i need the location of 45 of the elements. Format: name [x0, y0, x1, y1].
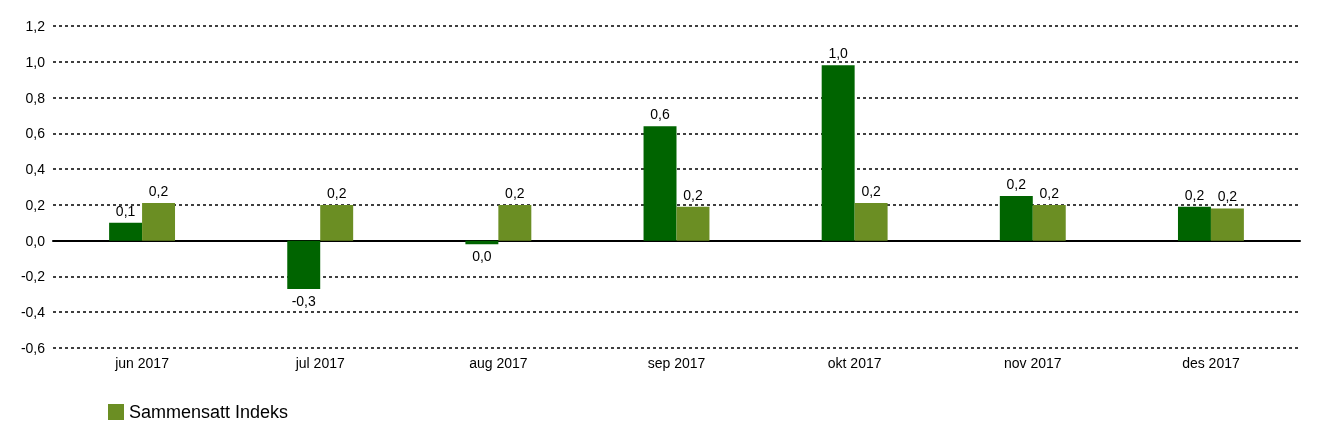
bar [1210, 208, 1244, 241]
bar [821, 65, 855, 241]
data-label: 0,0 [472, 248, 492, 265]
y-tick-label: -0,2 [20, 268, 46, 285]
y-tick-label: 1,2 [25, 18, 46, 34]
data-label: 0,1 [115, 202, 136, 219]
bar [320, 204, 354, 241]
bar [1177, 206, 1211, 241]
legend-label: Sammensatt Indeks [129, 402, 289, 422]
x-tick-label: okt 2017 [827, 355, 882, 371]
x-tick-label: aug 2017 [469, 355, 528, 371]
bar [498, 204, 532, 241]
bar [1032, 204, 1066, 241]
x-tick-label: jul 2017 [294, 355, 345, 371]
x-tick-label: sep 2017 [647, 355, 706, 371]
x-tick-label: des 2017 [1182, 355, 1240, 371]
bar [109, 222, 143, 241]
data-label: 0,2 [148, 183, 169, 200]
bar [643, 126, 677, 241]
data-label: 0,2 [1006, 175, 1027, 192]
y-tick-label: 0,4 [25, 161, 46, 178]
bar [999, 195, 1033, 241]
bar [854, 203, 888, 241]
data-label: 0,2 [683, 186, 703, 203]
y-tick-label: 0,6 [25, 125, 46, 142]
data-label: 0,2 [1217, 188, 1238, 205]
data-label: 0,2 [861, 183, 882, 200]
x-tick-label: nov 2017 [1003, 355, 1062, 371]
y-tick-label: 0,0 [25, 232, 46, 249]
y-tick-label: -0,6 [20, 340, 46, 356]
data-label: 0,2 [1039, 184, 1060, 201]
y-tick-label: 1,0 [25, 53, 46, 70]
y-tick-label: -0,4 [20, 304, 46, 321]
data-label: 1,0 [828, 45, 849, 62]
y-tick-label: 0,2 [25, 196, 46, 213]
x-tick-label: jun 2017 [114, 355, 170, 371]
bar [142, 203, 176, 241]
bar [676, 206, 710, 241]
data-label: 0,2 [1184, 186, 1205, 203]
data-label: 0,6 [650, 106, 670, 123]
bar [287, 240, 321, 289]
data-label: 0,2 [326, 184, 347, 201]
data-label: -0,3 [291, 292, 317, 309]
data-label: 0,2 [505, 184, 525, 201]
y-tick-label: 0,8 [25, 89, 46, 106]
